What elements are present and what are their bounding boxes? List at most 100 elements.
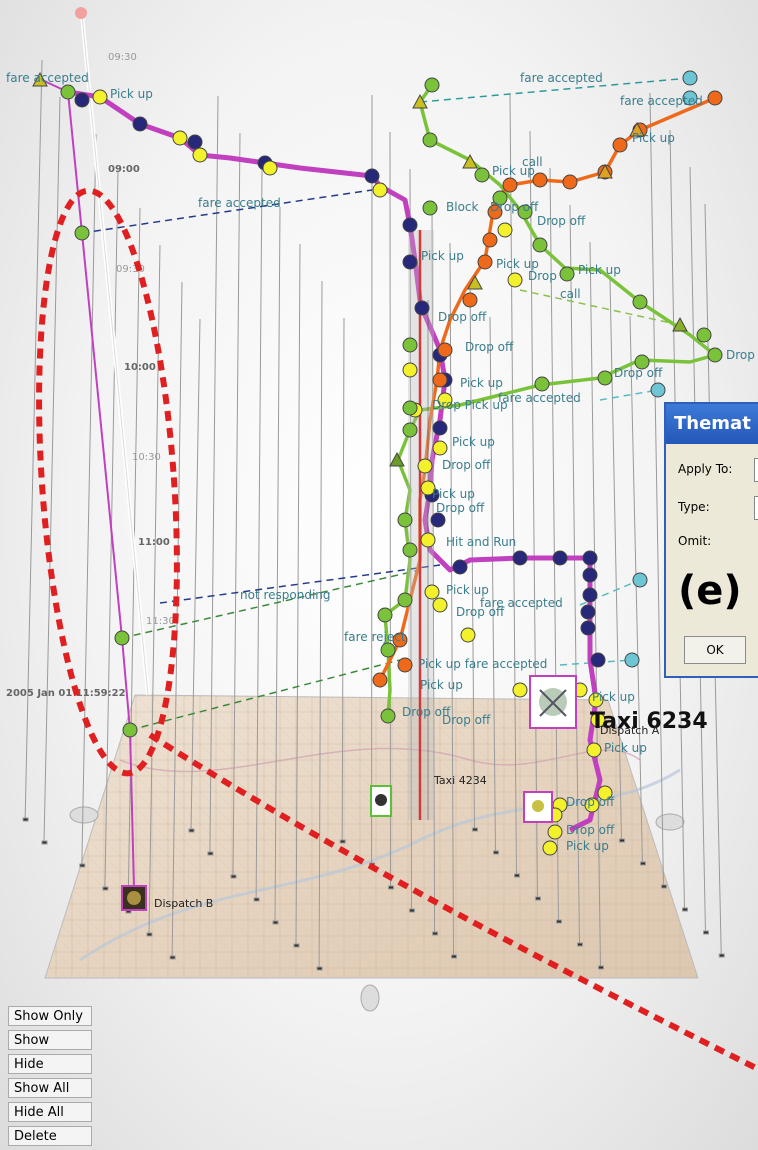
yellow-node[interactable] (597, 785, 613, 801)
navy-node[interactable] (414, 300, 430, 316)
green-node[interactable] (532, 237, 548, 253)
navy-node[interactable] (582, 567, 598, 583)
rotate-handle-right[interactable] (655, 813, 685, 831)
orange-node[interactable] (532, 172, 548, 188)
green-node[interactable] (534, 376, 550, 392)
navy-node[interactable] (590, 652, 606, 668)
green-node[interactable] (114, 630, 130, 646)
yellow-node[interactable] (192, 147, 208, 163)
yellow-node[interactable] (417, 458, 433, 474)
orange-node[interactable] (562, 174, 578, 190)
orange-node[interactable] (707, 90, 723, 106)
yellow-node[interactable] (424, 584, 440, 600)
navy-node[interactable] (132, 116, 148, 132)
yellow-node[interactable] (542, 840, 558, 856)
orange-node[interactable] (437, 342, 453, 358)
yellow-node[interactable] (497, 222, 513, 238)
yellow-node[interactable] (402, 362, 418, 378)
green-node[interactable] (597, 370, 613, 386)
navy-node[interactable] (582, 587, 598, 603)
show-only-button[interactable]: Show Only (8, 1006, 92, 1026)
hide-button[interactable]: Hide (8, 1054, 92, 1074)
yellow-node[interactable] (588, 692, 604, 708)
show-all-button[interactable]: Show All (8, 1078, 92, 1098)
green-node[interactable] (402, 337, 418, 353)
orange-node[interactable] (462, 292, 478, 308)
green-node[interactable] (402, 422, 418, 438)
orange-node[interactable] (477, 254, 493, 270)
apply-to-select[interactable] (754, 458, 758, 482)
green-node[interactable] (492, 190, 508, 206)
navy-node[interactable] (580, 604, 596, 620)
navy-node[interactable] (580, 620, 596, 636)
yellow-node[interactable] (460, 627, 476, 643)
orange-node[interactable] (372, 672, 388, 688)
green-node[interactable] (60, 84, 76, 100)
dialog-title[interactable]: Themat (666, 404, 758, 444)
navy-node[interactable] (364, 168, 380, 184)
green-node[interactable] (517, 204, 533, 220)
green-node[interactable] (402, 400, 418, 416)
green-node[interactable] (424, 77, 440, 93)
yellow-node[interactable] (432, 597, 448, 613)
delete-button[interactable]: Delete (8, 1126, 92, 1146)
yellow-node[interactable] (172, 130, 188, 146)
green-node[interactable] (122, 722, 138, 738)
green-node[interactable] (397, 592, 413, 608)
yellow-node[interactable] (547, 824, 563, 840)
time-axis-top-handle[interactable] (75, 7, 87, 19)
navy-node[interactable] (402, 254, 418, 270)
green-node[interactable] (634, 354, 650, 370)
yellow-node[interactable] (590, 712, 606, 728)
green-node[interactable] (707, 347, 723, 363)
yellow-node[interactable] (420, 480, 436, 496)
green-node[interactable] (696, 327, 712, 343)
yellow-node[interactable] (432, 440, 448, 456)
yellow-node[interactable] (586, 742, 602, 758)
orange-node[interactable] (397, 657, 413, 673)
rotate-handle-left[interactable] (69, 806, 99, 824)
map-entities[interactable]: Taxi 6234 Dispatch A Taxi 4234 Dispatch … (121, 675, 708, 911)
yellow-node[interactable] (584, 797, 600, 813)
orange-node[interactable] (612, 137, 628, 153)
navy-node[interactable] (74, 92, 90, 108)
navy-node[interactable] (432, 420, 448, 436)
hide-all-button[interactable]: Hide All (8, 1102, 92, 1122)
green-node[interactable] (74, 225, 90, 241)
orange-node[interactable] (502, 177, 518, 193)
orange-node[interactable] (487, 204, 503, 220)
navy-node[interactable] (582, 550, 598, 566)
navy-node[interactable] (512, 550, 528, 566)
green-node[interactable] (474, 167, 490, 183)
yellow-node[interactable] (262, 160, 278, 176)
yellow-node[interactable] (507, 272, 523, 288)
green-node[interactable] (632, 294, 648, 310)
navy-node[interactable] (402, 217, 418, 233)
green-node[interactable] (377, 607, 393, 623)
green-node[interactable] (402, 542, 418, 558)
yellow-node[interactable] (512, 682, 528, 698)
green-node[interactable] (559, 266, 575, 282)
green-node[interactable] (380, 642, 396, 658)
orange-node[interactable] (482, 232, 498, 248)
orange-node[interactable] (392, 632, 408, 648)
show-button[interactable]: Show (8, 1030, 92, 1050)
yellow-node[interactable] (420, 532, 436, 548)
cyan-node[interactable] (682, 70, 698, 86)
ok-button[interactable]: OK (684, 636, 746, 664)
cyan-node[interactable] (624, 652, 640, 668)
yellow-node[interactable] (92, 89, 108, 105)
navy-node[interactable] (187, 134, 203, 150)
type-select[interactable] (754, 496, 758, 520)
navy-node[interactable] (552, 550, 568, 566)
green-node[interactable] (422, 132, 438, 148)
navy-node[interactable] (452, 559, 468, 575)
green-node[interactable] (397, 512, 413, 528)
green-node[interactable] (380, 708, 396, 724)
thematic-dialog[interactable]: Themat Apply To: Type: Omit: (e) OK (664, 402, 758, 678)
cyan-node[interactable] (650, 382, 666, 398)
yellow-node[interactable] (372, 182, 388, 198)
cyan-node[interactable] (632, 572, 648, 588)
rotate-handle-bottom[interactable] (360, 984, 380, 1012)
